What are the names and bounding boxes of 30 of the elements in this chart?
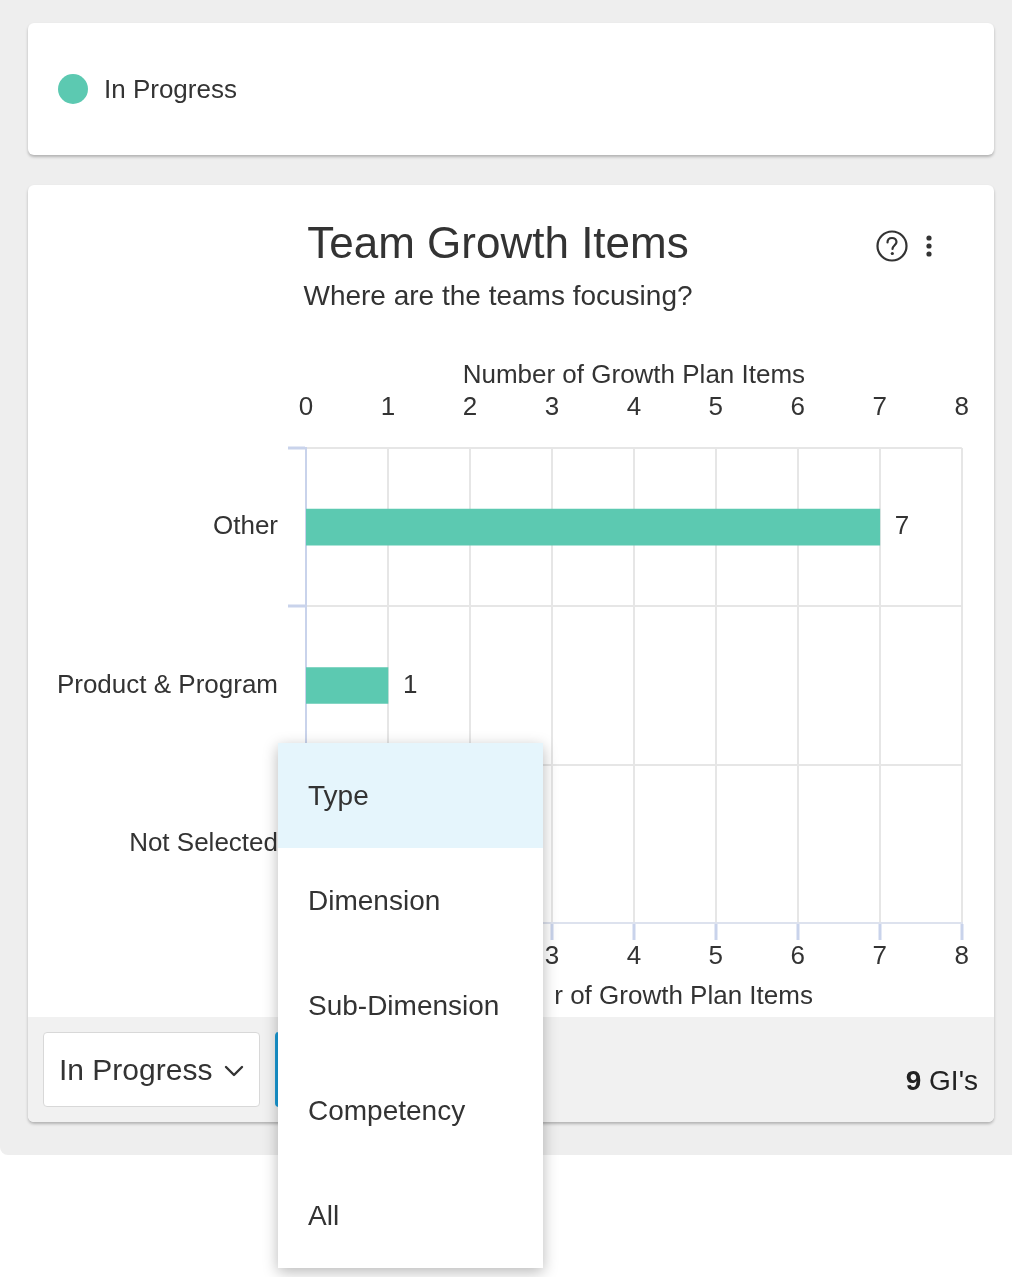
- x-tick-label: 4: [626, 939, 642, 970]
- x2-axis-title: Number of Growth Plan Items: [462, 359, 806, 390]
- x2-tick-label: 2: [462, 390, 478, 421]
- x-axis-title: r of Growth Plan Items: [554, 980, 813, 1011]
- x2-tick-label: 5: [708, 390, 724, 421]
- x-tick-label: 5: [708, 939, 724, 970]
- chart-title: Team Growth Items: [307, 217, 689, 267]
- y-tick-label: Other: [212, 510, 279, 541]
- dropdown-menu: Type Dimension Sub-Dimension Competency All: [278, 743, 543, 1268]
- x2-tick-label: 4: [626, 390, 642, 421]
- annotation: Dimension: [308, 884, 441, 917]
- y-tick-label: Not Selected: [129, 827, 278, 858]
- x2-tick-label: 8: [954, 390, 969, 421]
- y-tick-label: Product & Program: [56, 668, 278, 699]
- chart-subtitle: Where are the teams focusing?: [303, 280, 693, 312]
- x2-tick-label: 3: [544, 390, 560, 421]
- x2-tick-label: 1: [380, 390, 396, 421]
- x-tick-label: 6: [790, 939, 806, 970]
- data-label: 7: [894, 510, 910, 541]
- x2-tick-label: 0: [298, 390, 314, 421]
- legend-label: In Progress: [104, 73, 237, 105]
- dropdown-select: In Progress: [43, 1032, 260, 1107]
- x-tick-label: 7: [872, 939, 888, 970]
- x2-tick-label: 6: [790, 390, 806, 421]
- x-tick-label: 3: [544, 939, 560, 970]
- x-tick-label: 8: [954, 939, 969, 970]
- x2-tick-label: 7: [872, 390, 888, 421]
- annotation: Type: [308, 779, 369, 812]
- text: 9 GI's: [905, 1065, 978, 1096]
- data-label: 1: [402, 668, 418, 699]
